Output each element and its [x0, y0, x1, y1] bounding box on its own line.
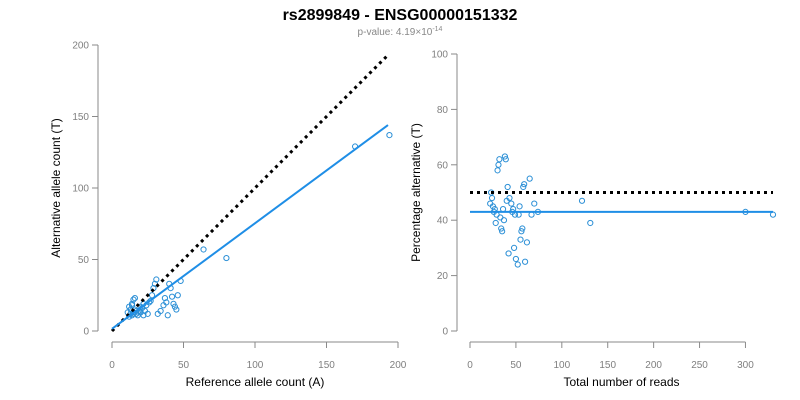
p1-y-tick-label: 100 [72, 184, 89, 195]
p2-data-point [526, 175, 533, 182]
p1-data-point [147, 297, 154, 305]
p1-y-tick-label: 150 [72, 112, 89, 123]
chart-subtitle: p-value: 4.19×10-14 [358, 26, 443, 38]
p2-y-tick-label: 20 [437, 271, 449, 282]
p2-data-point [521, 258, 529, 265]
p1-data-point [168, 293, 176, 300]
p2-data-point [517, 236, 524, 243]
p2-x-tick-label: 200 [645, 360, 662, 371]
p1-data-point [174, 292, 181, 299]
p1-data-point [223, 254, 230, 262]
p2-data-point [500, 217, 508, 224]
p2-data-point [512, 255, 520, 263]
p2-x-axis-label: Total number of reads [563, 375, 679, 389]
p1-x-tick-label: 200 [390, 360, 407, 371]
p2-data-point [521, 181, 528, 188]
p2-data-point [494, 167, 501, 174]
p2-x-tick-label: 100 [553, 360, 570, 371]
p1-data-point [173, 306, 180, 313]
p2-y-tick-label: 40 [437, 216, 449, 227]
p2-data-point [496, 156, 503, 163]
p2-x-tick-label: 50 [510, 360, 522, 371]
p2-data-point [520, 183, 527, 191]
p-value-text: p-value: 4.19×10 [358, 27, 433, 38]
p1-data-point [144, 310, 151, 317]
p2-data-point [531, 200, 538, 207]
p1-x-tick-label: 150 [318, 360, 335, 371]
p2-y-tick-label: 80 [437, 105, 449, 116]
p2-data-point [499, 228, 506, 235]
p2-data-point [492, 219, 499, 227]
p1-fit-line [111, 124, 389, 330]
p1-x-tick-label: 50 [178, 360, 190, 371]
p2-data-point [514, 261, 521, 268]
p2-y-tick-label: 60 [437, 160, 449, 171]
p-value-exponent: -14 [432, 26, 442, 33]
p1-data-point [153, 276, 160, 283]
p2-data-point [518, 228, 525, 235]
p2-x-tick-label: 300 [737, 360, 754, 371]
p2-data-point [510, 244, 518, 251]
p2-data-point [504, 183, 511, 191]
p1-data-point [161, 295, 169, 302]
p1-y-tick-label: 200 [72, 41, 89, 52]
p1-reference-line [110, 53, 390, 333]
p2-x-tick-label: 250 [691, 360, 708, 371]
p1-y-axis-label: Alternative allele count (T) [49, 118, 63, 257]
p2-data-point [587, 219, 594, 227]
p2-data-point [505, 250, 512, 257]
p1-data-point [200, 246, 207, 253]
p2-x-tick-label: 150 [599, 360, 616, 371]
p2-y-tick-label: 100 [431, 50, 448, 61]
panel-percentage-alternative: 0 50 100 150 200 250 300 0 20 40 60 80 100 Total numb… [409, 50, 777, 389]
p1-data-point [140, 312, 147, 319]
p1-data-point [157, 307, 164, 315]
p1-data-point [164, 312, 171, 319]
p1-x-tick-label: 100 [247, 360, 264, 371]
p1-x-tick-label: 0 [109, 360, 115, 371]
chart-title: rs2899849 - ENSG00000151332 [283, 7, 518, 24]
p2-data-point [495, 161, 502, 168]
p2-data-point [578, 197, 586, 204]
p2-x-tick-label: 0 [467, 360, 473, 371]
p2-data-point [497, 214, 504, 221]
p2-data-point [523, 239, 531, 246]
p1-x-axis-label: Reference allele count (A) [186, 375, 325, 389]
p1-data-point [128, 302, 136, 309]
p1-y-tick-label: 0 [83, 327, 89, 338]
p2-data-point [516, 203, 523, 210]
p1-y-tick-label: 50 [78, 255, 90, 266]
p2-data-point [502, 156, 509, 163]
p2-y-axis-label: Percentage alternative (T) [409, 123, 423, 262]
panel-allele-counts: 0 50 100 150 200 0 50 100 150 200 Reference allele… [49, 41, 407, 390]
p2-y-tick-label: 0 [442, 327, 448, 338]
p2-data-point [519, 225, 526, 232]
p2-data-point [488, 194, 496, 202]
p1-data-point [163, 299, 170, 306]
p2-data-point [498, 225, 505, 232]
p2-data-point [506, 194, 513, 202]
p1-data-point [130, 296, 137, 303]
p2-data-point [508, 200, 515, 207]
p1-data-point [131, 295, 138, 302]
p2-data-point [501, 153, 508, 160]
p1-data-point [386, 131, 393, 139]
